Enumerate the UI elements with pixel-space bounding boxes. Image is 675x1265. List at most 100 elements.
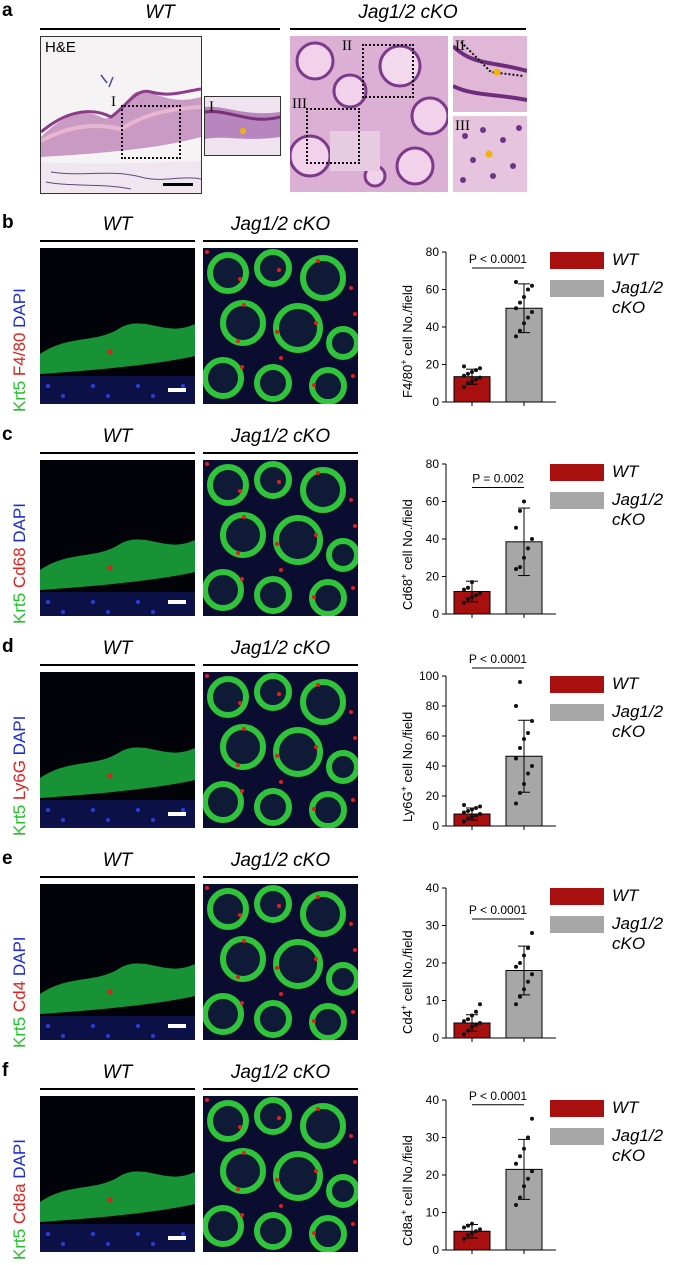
krt5-epidermis — [40, 323, 195, 374]
data-point — [530, 764, 534, 768]
data-point — [526, 771, 530, 776]
krt5-gland — [220, 512, 266, 558]
data-point — [514, 280, 518, 284]
data-point — [466, 371, 470, 376]
wt-micrograph-drawing — [40, 672, 195, 828]
legend-swatch-cko — [550, 704, 604, 721]
scale-bar — [168, 388, 186, 392]
he-cko-inset-III: III — [453, 116, 527, 192]
marker-cell — [351, 1222, 355, 1226]
data-point — [530, 931, 534, 935]
legend-swatch-cko — [550, 280, 604, 297]
marker-cell — [277, 268, 281, 272]
wt-header-line — [40, 28, 280, 30]
marker-cell — [316, 683, 320, 687]
krt5-epidermis — [40, 539, 195, 590]
stain-label: Krt5 Cd68 DAPI — [10, 503, 30, 624]
marker-cell — [205, 674, 209, 678]
nucleus — [151, 1242, 155, 1246]
p-value: P < 0.0001 — [469, 652, 527, 666]
marker-cell — [275, 542, 279, 546]
cko-micrograph-drawing — [203, 460, 358, 616]
y-tick-label: 0 — [432, 395, 439, 409]
y-tick-label: 80 — [426, 699, 440, 713]
data-point — [514, 1203, 518, 1207]
he-wt-inset: I — [204, 96, 281, 156]
nucleus — [91, 1232, 95, 1236]
nucleus — [61, 818, 65, 822]
marker-cell — [107, 773, 113, 779]
data-point — [470, 1024, 474, 1029]
legend-label-cko: Jag1/2 cKO — [612, 278, 664, 317]
marker-cell — [236, 339, 240, 343]
krt5-gland — [254, 673, 292, 711]
marker-cell — [351, 374, 355, 378]
krt5-gland — [273, 939, 323, 989]
krt5-gland — [309, 1215, 347, 1252]
krt5-gland — [254, 788, 292, 826]
legend-swatch-wt — [550, 252, 604, 269]
y-tick-label: 0 — [432, 1243, 439, 1257]
legend-label-wt: WT — [612, 674, 639, 693]
nucleus — [151, 818, 155, 822]
marker-cell — [242, 727, 246, 731]
data-point — [526, 1135, 530, 1140]
cko-micrograph-drawing — [203, 884, 358, 1040]
data-point — [462, 1225, 466, 1230]
wt-header-line — [40, 240, 195, 242]
y-tick-label: 10 — [426, 1206, 440, 1220]
data-point — [514, 801, 518, 806]
wt-micrograph — [40, 1096, 195, 1252]
data-point — [478, 591, 482, 596]
krt5-gland — [254, 1097, 292, 1135]
krt5-gland — [309, 1003, 347, 1040]
cko-header: Jag1/2 cKO — [358, 2, 458, 23]
data-point — [470, 1231, 474, 1236]
data-point — [518, 565, 522, 570]
data-point — [514, 306, 518, 311]
marker-cell — [275, 1178, 279, 1182]
stain-label-part: Krt5 — [10, 804, 29, 836]
krt5-epidermis — [40, 1171, 195, 1222]
data-point — [462, 385, 466, 389]
p-value: P < 0.0001 — [469, 903, 527, 917]
inset-box-II — [362, 44, 414, 98]
y-axis-label-rest: cell No./field — [400, 712, 415, 786]
data-point — [466, 1233, 470, 1237]
marker-cell — [242, 939, 246, 943]
nucleus — [61, 1034, 65, 1038]
data-point — [530, 972, 534, 977]
marker-cell — [240, 789, 244, 793]
y-axis-label-sup: + — [399, 1005, 409, 1010]
krt5-gland — [300, 467, 346, 513]
y-tick-label: 80 — [426, 245, 440, 259]
cko-header: Jag1/2 cKO — [230, 214, 331, 235]
panel-letter: d — [2, 636, 14, 657]
data-point — [478, 1002, 482, 1007]
krt5-gland — [300, 679, 346, 725]
krt5-epidermis — [40, 747, 195, 798]
scale-bar — [168, 1236, 186, 1240]
bar-chart: 0 20 40 60 80 Cd68+ cell No./field P = 0.002 — [399, 457, 556, 621]
nucleus — [91, 1024, 95, 1028]
legend-swatch-cko — [550, 492, 604, 509]
data-point — [514, 704, 518, 708]
roman-II-inset-label: II — [455, 38, 465, 54]
data-point — [462, 373, 466, 378]
nucleus — [91, 600, 95, 604]
marker-cell — [349, 922, 353, 926]
marker-cell — [275, 330, 279, 334]
krt5-gland — [254, 1000, 292, 1038]
marker-cell — [314, 533, 318, 537]
marker-cell — [312, 807, 316, 811]
data-point — [522, 321, 526, 326]
legend-label-wt: WT — [612, 462, 639, 481]
wt-header: WT — [102, 1062, 133, 1083]
data-point — [526, 979, 530, 984]
marker-cell — [316, 895, 320, 899]
data-point — [462, 587, 466, 592]
y-axis-label-rest: cell No./field — [400, 499, 415, 573]
marker-cell — [353, 312, 357, 316]
legend-label-cko: Jag1/2 cKO — [612, 490, 664, 529]
bar-chart: 0 10 20 30 40 Cd4+ cell No./field P < 0.0001 — [399, 881, 556, 1045]
